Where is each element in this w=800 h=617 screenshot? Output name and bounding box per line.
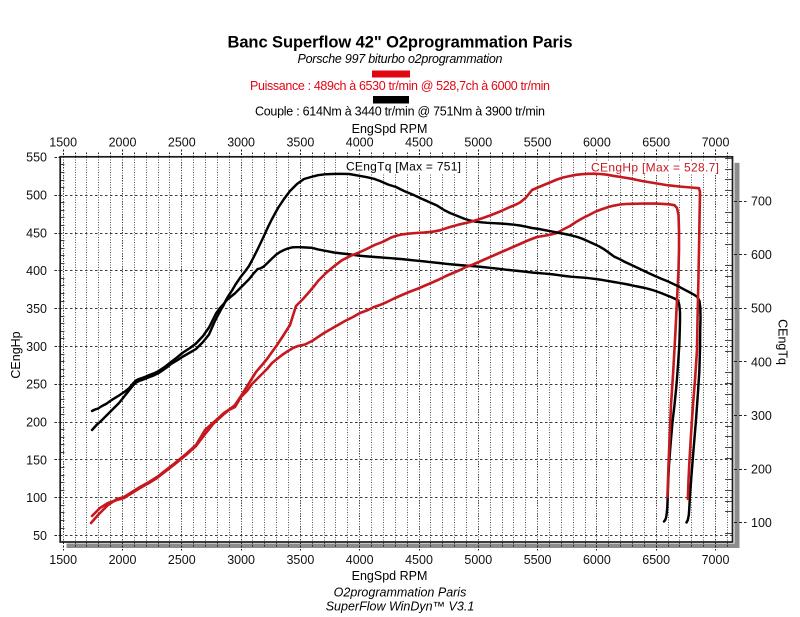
svg-text:100: 100 xyxy=(26,491,47,505)
svg-text:Porsche 997 biturbo o2programm: Porsche 997 biturbo o2programmation xyxy=(298,52,503,66)
svg-text:200: 200 xyxy=(26,415,47,429)
svg-text:550: 550 xyxy=(26,151,47,165)
svg-text:250: 250 xyxy=(26,378,47,392)
svg-text:4500: 4500 xyxy=(405,553,433,567)
svg-text:350: 350 xyxy=(26,302,47,316)
svg-text:300: 300 xyxy=(751,409,772,423)
svg-text:300: 300 xyxy=(26,340,47,354)
svg-text:150: 150 xyxy=(26,453,47,467)
svg-text:4500: 4500 xyxy=(405,136,433,150)
svg-text:450: 450 xyxy=(26,226,47,240)
svg-text:CEngHp: CEngHp xyxy=(9,331,23,378)
svg-text:3000: 3000 xyxy=(227,136,255,150)
svg-text:3500: 3500 xyxy=(286,136,314,150)
svg-text:2500: 2500 xyxy=(168,136,196,150)
svg-text:200: 200 xyxy=(751,462,772,476)
svg-text:1500: 1500 xyxy=(49,553,77,567)
svg-text:EngSpd RPM: EngSpd RPM xyxy=(352,569,428,583)
svg-text:6000: 6000 xyxy=(583,136,611,150)
svg-text:CEngTq: CEngTq xyxy=(776,319,790,365)
svg-text:2500: 2500 xyxy=(168,553,196,567)
svg-text:CEngTq [Max = 751]: CEngTq [Max = 751] xyxy=(346,160,461,174)
svg-text:4000: 4000 xyxy=(346,136,374,150)
svg-text:3500: 3500 xyxy=(286,553,314,567)
svg-text:CEngHp [Max = 528.7]: CEngHp [Max = 528.7] xyxy=(591,161,719,175)
svg-text:EngSpd RPM: EngSpd RPM xyxy=(352,122,428,136)
svg-text:400: 400 xyxy=(26,264,47,278)
svg-text:600: 600 xyxy=(751,248,772,262)
svg-text:Banc Superflow 42" O2programma: Banc Superflow 42" O2programmation Paris xyxy=(228,34,573,52)
svg-text:7000: 7000 xyxy=(702,553,730,567)
svg-text:6000: 6000 xyxy=(583,553,611,567)
svg-text:500: 500 xyxy=(26,189,47,203)
svg-text:2000: 2000 xyxy=(109,136,137,150)
svg-text:4000: 4000 xyxy=(346,553,374,567)
svg-text:5500: 5500 xyxy=(524,553,552,567)
svg-text:1500: 1500 xyxy=(49,136,77,150)
svg-text:7000: 7000 xyxy=(702,136,730,150)
svg-text:6500: 6500 xyxy=(642,136,670,150)
svg-text:5500: 5500 xyxy=(524,136,552,150)
svg-text:6500: 6500 xyxy=(642,553,670,567)
svg-text:Puissance : 489ch à 6530 tr/mi: Puissance : 489ch à 6530 tr/min @ 528,7c… xyxy=(250,79,550,93)
svg-text:2000: 2000 xyxy=(109,553,137,567)
svg-text:400: 400 xyxy=(751,355,772,369)
svg-text:3000: 3000 xyxy=(227,553,255,567)
svg-text:SuperFlow WinDyn™ V3.1: SuperFlow WinDyn™ V3.1 xyxy=(326,600,475,614)
svg-text:500: 500 xyxy=(751,302,772,316)
svg-text:700: 700 xyxy=(751,195,772,209)
svg-text:100: 100 xyxy=(751,516,772,530)
svg-text:5000: 5000 xyxy=(464,553,492,567)
svg-text:5000: 5000 xyxy=(464,136,492,150)
svg-text:50: 50 xyxy=(33,529,47,543)
svg-text:O2programmation Paris: O2programmation Paris xyxy=(334,586,467,600)
svg-text:Couple : 614Nm à 3440 tr/min @: Couple : 614Nm à 3440 tr/min @ 751Nm à 3… xyxy=(255,105,545,119)
